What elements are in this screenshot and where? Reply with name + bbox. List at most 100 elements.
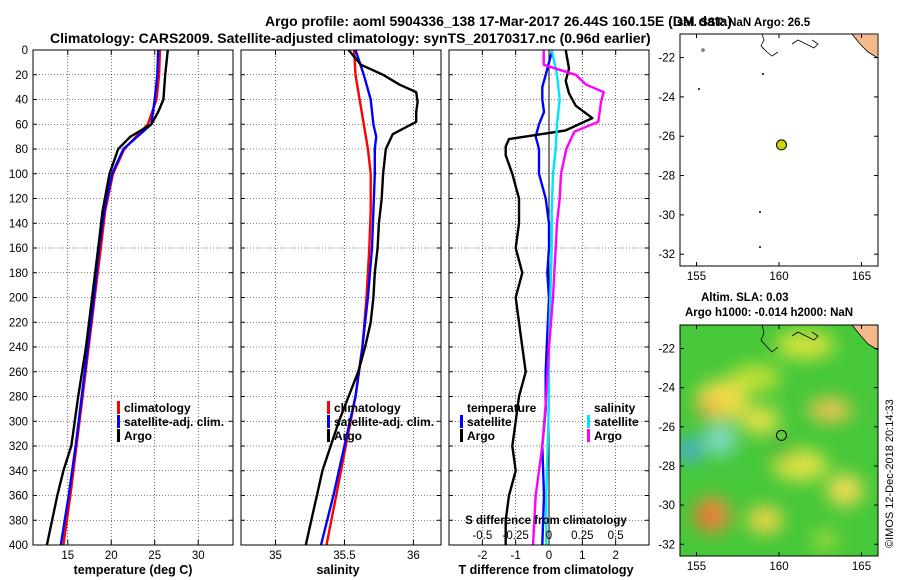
s-difference-ticks: -0.5 -0.25 0 0.25 0.5 [472,530,623,542]
temperature-series [45,49,169,546]
depth-tick-label: 340 [9,466,28,478]
legend-satellite-adj: satellite-adj. clim. [334,415,434,429]
legend-temperature-header: temperature [467,401,537,415]
legend-swatch-climatology [327,401,330,414]
lon-tick-label: 165 [852,271,871,283]
sla-anomaly [680,438,702,462]
series-line-s-argo [531,50,605,546]
lat-tick-label: -22 [658,343,675,355]
lon-tick-label: 160 [769,561,788,573]
legend-swatch-s-argo [587,429,590,442]
sla-anomaly [747,506,783,534]
sla-anomaly [827,474,863,506]
legend-t-satellite: satellite [467,415,512,429]
legend-swatch-s-satellite [587,415,590,428]
land-mass [851,33,879,59]
lat-tick-label: -28 [658,461,675,473]
depth-tick-label: 220 [9,317,28,329]
reef-outline [791,331,819,341]
x-tick-label: 0 [546,550,552,562]
coastline [760,324,779,353]
temperature-gridlines [33,50,233,545]
sla-anomaly [811,530,839,550]
coastline [760,33,779,57]
reef-outline [791,39,819,49]
sla-anomaly [766,440,794,460]
depth-tick-label: 0 [22,45,28,57]
sst-map-ticks: 155 160 165 -22 -24 -26 -28 -30 -32 [658,34,878,283]
depth-tick-label: 100 [9,169,28,181]
temperature-legend: climatology satellite-adj. clim. Argo [117,401,224,443]
lat-tick-label: -30 [658,500,675,512]
temperature-xlabel: temperature (deg C) [74,563,193,577]
legend-s-argo: Argo [594,429,622,443]
sla-map-ticks: 155 160 165 -22 -24 -26 -28 -30 -32 [658,325,878,573]
depth-tick-label: 200 [9,293,28,305]
sst-map: sat. SST: NaN Argo: 26.5 155 160 165 -22 -24… [658,17,879,283]
legend-swatch-argo [117,429,120,442]
legend-swatch-t-satellite [460,415,463,428]
difference-legend: temperature salinity satellite Argo sate… [460,401,639,443]
depth-tick-label: 360 [9,491,28,503]
depth-tick-label: 60 [15,119,28,131]
x-tick-label: -2 [477,550,487,562]
series-line-argo [45,49,169,546]
salinity-legend: climatology satellite-adj. clim. Argo [327,401,434,443]
legend-swatch-argo [327,429,330,442]
x-tick-label: 1 [579,550,585,562]
sla-anomaly [704,424,736,456]
x-tick-label: 36 [407,550,420,562]
series-line-t-argo [504,49,594,545]
series-line-argo [304,49,419,546]
series-line-satellite-adj-clim- [319,49,378,546]
s-tick-label: 0.25 [571,530,593,542]
salinity-series [304,49,419,546]
s-tick-label: 0 [546,530,552,542]
lat-tick-label: -24 [658,92,675,104]
lat-tick-label: -32 [658,539,675,551]
sla-anomaly [729,364,781,392]
island [701,48,705,52]
argo-position-marker [775,429,787,441]
lon-tick-label: 155 [687,271,706,283]
sla-field [680,331,863,550]
argo-position-marker [775,139,787,151]
s-tick-label: -0.25 [503,530,529,542]
x-tick-label: 15 [61,550,74,562]
lat-tick-label: -22 [658,53,675,65]
sst-map-title: sat. SST: NaN Argo: 26.5 [677,17,811,29]
depth-tick-label: 380 [9,515,28,527]
legend-swatch-satellite-adj [327,415,330,428]
sla-anomaly [696,399,720,417]
island [759,211,761,213]
lat-tick-label: -26 [658,422,675,434]
depth-tick-label: 120 [9,194,28,206]
legend-swatch-climatology [117,401,120,414]
x-tick-label: 20 [105,550,118,562]
legend-swatch-t-argo [460,429,463,442]
sst-map-frame [679,33,879,267]
title-line-1: Argo profile: aoml 5904336_138 17-Mar-20… [265,13,732,29]
island [762,73,764,75]
s-difference-label: S difference from climatology [465,515,627,527]
legend-argo: Argo [334,429,362,443]
lat-tick-label: -26 [658,131,675,143]
sla-map: Altim. SLA: 0.03 Argo h1000: -0.014 h200… [658,292,879,573]
imos-watermark: ©IMOS 12-Dec-2018 20:14:33 [884,399,896,548]
legend-salinity-header: salinity [594,401,636,415]
depth-tick-label: 400 [9,540,28,552]
salinity-panel: 35 35.5 36 salinity climatology satellite-… [240,49,442,577]
sla-anomaly [775,331,835,359]
x-tick-label: 35 [269,550,282,562]
t-difference-xlabel: T difference from climatology [458,563,633,577]
island [759,246,761,248]
salinity-xlabel: salinity [316,563,359,577]
depth-tick-label: 80 [15,144,28,156]
sla-map-title-2: Argo h1000: -0.014 h2000: NaN [685,307,853,319]
legend-satellite-adj: satellite-adj. clim. [124,415,224,429]
legend-t-argo: Argo [467,429,495,443]
lat-tick-label: -30 [658,210,675,222]
legend-s-satellite: satellite [594,415,639,429]
x-tick-label: -1 [511,550,521,562]
